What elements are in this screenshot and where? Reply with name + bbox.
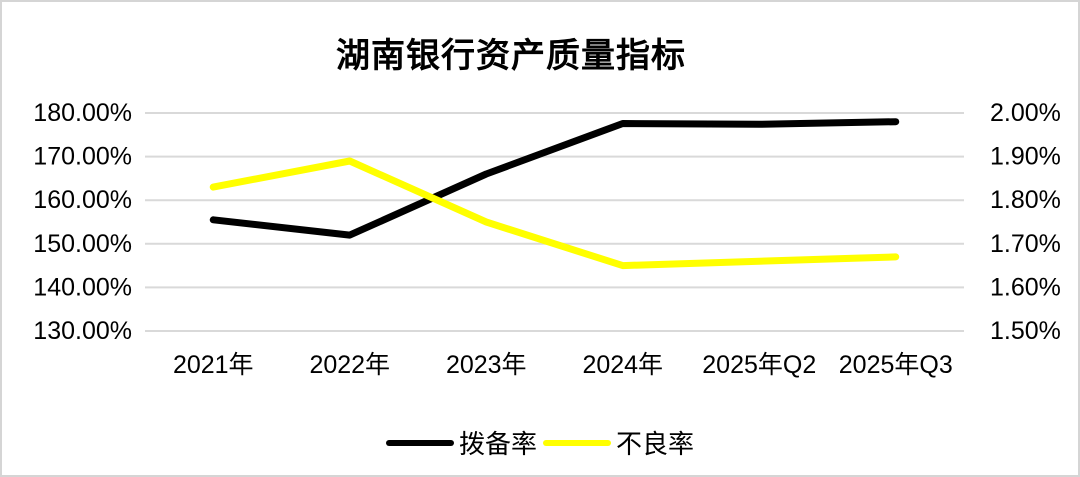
- left-axis-tick-label: 170.00%: [33, 143, 132, 171]
- legend-label-provision-coverage-ratio: 拨备率: [458, 429, 537, 459]
- right-axis-tick-label: 1.60%: [990, 273, 1061, 301]
- x-axis-label: 2022年: [309, 351, 390, 379]
- legend-item-npl-ratio: 不良率: [543, 424, 694, 461]
- x-axis-label: 2025年Q3: [839, 351, 953, 379]
- right-axis-tick-label: 1.70%: [990, 230, 1061, 258]
- left-axis-tick-label: 160.00%: [33, 186, 132, 214]
- x-axis-labels: 2021年 2022年 2023年 2024年 2025年Q2 2025年Q3: [173, 351, 953, 379]
- left-axis-tick-label: 150.00%: [33, 230, 132, 258]
- x-axis-label: 2021年: [173, 351, 254, 379]
- series-lines: [209, 118, 900, 270]
- right-axis-tick-label: 1.80%: [990, 186, 1061, 214]
- legend-line-swatch-npl-ratio: [543, 439, 611, 446]
- chart-title: 湖南银行资产质量指标: [336, 37, 686, 75]
- x-axis-label: 2023年: [446, 351, 527, 379]
- left-axis-tick-labels: 180.00% 170.00% 160.00% 150.00% 140.00% 130.0…: [33, 99, 132, 345]
- x-axis-label: 2024年: [582, 351, 663, 379]
- chart-legend: 拨备率 不良率: [2, 424, 1078, 461]
- left-axis-tick-label: 130.00%: [33, 317, 132, 345]
- legend-line-swatch-provision-coverage-ratio: [385, 439, 454, 446]
- left-axis-tick-label: 180.00%: [33, 99, 132, 127]
- series-line-npl-ratio: [209, 157, 900, 270]
- legend-label-npl-ratio: 不良率: [616, 429, 695, 459]
- right-axis-tick-labels: 2.00% 1.90% 1.80% 1.70% 1.60% 1.50%: [990, 99, 1061, 345]
- right-axis-tick-label: 2.00%: [990, 99, 1061, 127]
- right-axis-tick-label: 1.90%: [990, 143, 1061, 171]
- right-axis-tick-label: 1.50%: [990, 317, 1061, 345]
- legend-item-provision-coverage-ratio: 拨备率: [385, 424, 537, 461]
- series-line-provision-coverage-ratio: [209, 118, 900, 239]
- x-axis-label: 2025年Q2: [702, 351, 816, 379]
- left-axis-tick-label: 140.00%: [33, 273, 132, 301]
